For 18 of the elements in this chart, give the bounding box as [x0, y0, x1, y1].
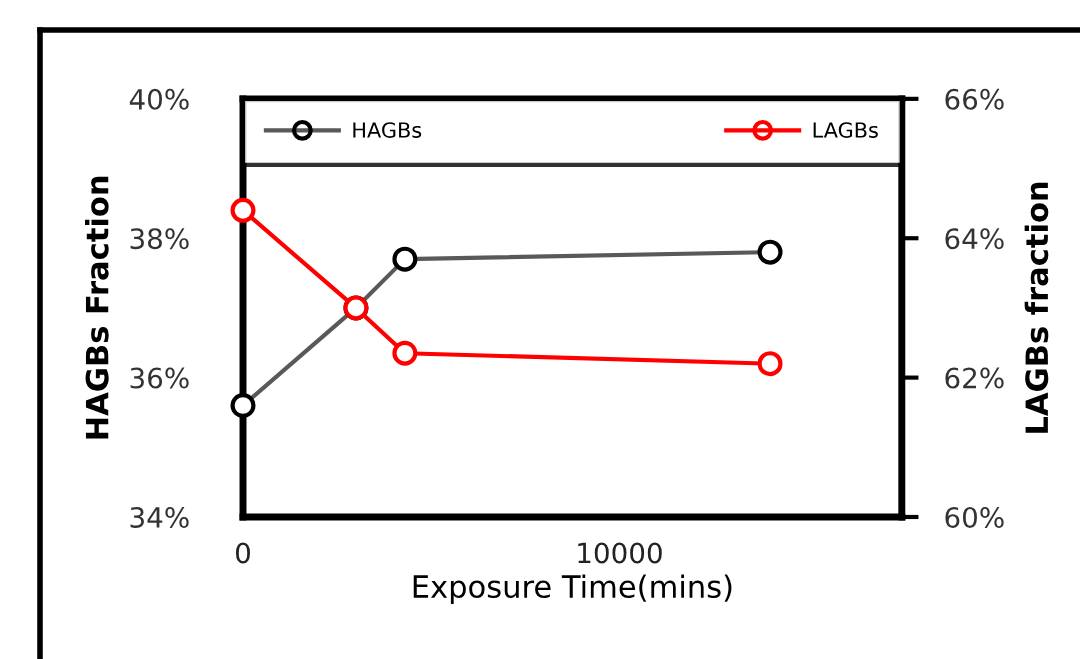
y2-tick-label: 64% [945, 228, 1004, 250]
legend-label: LAGBs [813, 122, 878, 138]
y2-tick-label: 62% [945, 367, 1004, 389]
y-tick-label: 36% [130, 367, 189, 389]
y-tick-label: 34% [130, 506, 189, 528]
point [392, 340, 418, 366]
x-axis-title: Exposure Time(mins) [413, 574, 732, 604]
y2-axis-title: LAGBs fraction [1024, 182, 1049, 433]
point [757, 351, 783, 377]
x-tick-label: 0 [235, 542, 250, 564]
legend-label: HAGBs [353, 122, 422, 138]
y-axis-title: HAGBs Fraction [85, 176, 109, 439]
y2-tick-label: 60% [945, 506, 1004, 528]
x-tick-label: 10000 [578, 542, 662, 564]
y2-tick-label: 66% [945, 88, 1004, 110]
y-tick-label: 38% [130, 228, 189, 250]
point [230, 197, 256, 223]
y-tick-label: 40% [129, 88, 189, 110]
